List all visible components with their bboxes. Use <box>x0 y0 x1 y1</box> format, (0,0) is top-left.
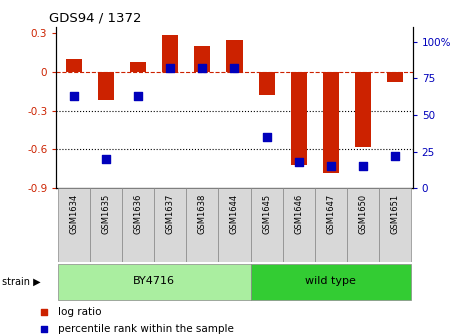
Bar <box>250 188 283 262</box>
Point <box>231 65 238 71</box>
Bar <box>162 35 178 72</box>
Text: GSM1650: GSM1650 <box>358 194 367 234</box>
Bar <box>291 72 307 165</box>
Point <box>102 156 110 162</box>
Bar <box>58 264 250 300</box>
Text: GSM1645: GSM1645 <box>262 194 271 234</box>
Bar <box>66 59 82 72</box>
Bar <box>122 188 154 262</box>
Point <box>135 93 142 98</box>
Bar <box>219 188 250 262</box>
Text: GSM1634: GSM1634 <box>69 194 78 234</box>
Text: BY4716: BY4716 <box>133 277 175 286</box>
Bar <box>347 188 379 262</box>
Bar <box>98 72 114 100</box>
Bar <box>194 46 211 72</box>
Point <box>359 164 367 169</box>
Point <box>199 65 206 71</box>
Text: log ratio: log ratio <box>58 307 101 317</box>
Point <box>40 326 48 331</box>
Text: GSM1644: GSM1644 <box>230 194 239 234</box>
Text: GSM1636: GSM1636 <box>134 194 143 235</box>
Bar <box>130 62 146 72</box>
Point <box>166 65 174 71</box>
Point <box>327 164 334 169</box>
Point <box>263 134 270 139</box>
Point <box>391 153 399 159</box>
Text: percentile rank within the sample: percentile rank within the sample <box>58 324 234 334</box>
Text: strain ▶: strain ▶ <box>2 277 41 287</box>
Text: GSM1651: GSM1651 <box>391 194 400 234</box>
Text: GDS94 / 1372: GDS94 / 1372 <box>49 11 142 24</box>
Bar <box>90 188 122 262</box>
Bar <box>355 72 371 147</box>
Text: GSM1638: GSM1638 <box>198 194 207 235</box>
Bar <box>154 188 186 262</box>
Text: GSM1637: GSM1637 <box>166 194 175 235</box>
Point <box>295 159 303 164</box>
Bar <box>227 40 242 72</box>
Point <box>40 309 48 314</box>
Bar <box>323 72 339 173</box>
Text: wild type: wild type <box>305 277 356 286</box>
Bar <box>58 188 90 262</box>
Text: GSM1646: GSM1646 <box>294 194 303 234</box>
Text: GSM1647: GSM1647 <box>326 194 335 234</box>
Bar <box>283 188 315 262</box>
Bar <box>315 188 347 262</box>
Bar <box>186 188 219 262</box>
Bar <box>258 72 275 95</box>
Point <box>70 93 78 98</box>
Bar <box>379 188 411 262</box>
Text: GSM1635: GSM1635 <box>102 194 111 234</box>
Bar <box>250 264 411 300</box>
Bar <box>387 72 403 82</box>
